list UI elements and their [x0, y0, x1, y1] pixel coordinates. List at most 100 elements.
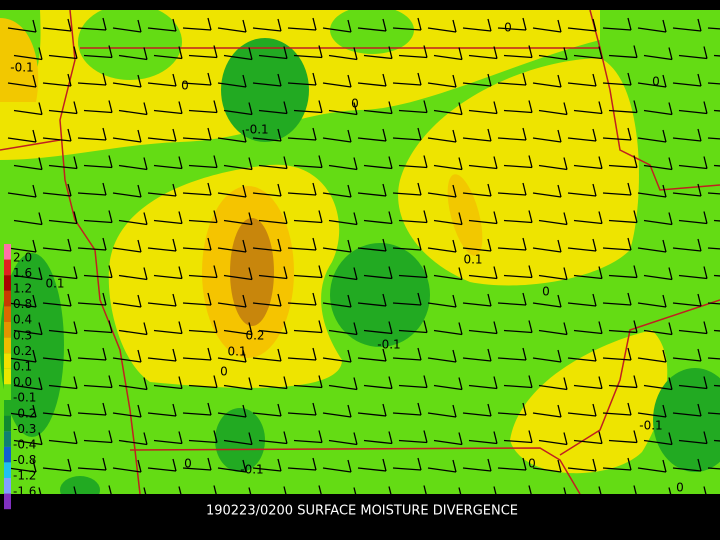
- wind-barb: [287, 292, 317, 306]
- wind-barb: [77, 347, 107, 361]
- contour-label: 0: [181, 79, 189, 93]
- wind-barb: [252, 73, 282, 87]
- region-negative: [330, 10, 414, 54]
- wind-barb: [322, 349, 352, 363]
- wind-barb: [433, 377, 463, 391]
- wind-barb: [363, 376, 393, 390]
- wind-barb: [13, 322, 43, 336]
- legend-label: -0.2: [13, 406, 36, 420]
- legend-label: 1.2: [13, 282, 32, 296]
- wind-barb: [398, 430, 428, 444]
- wind-barb: [468, 321, 498, 335]
- wind-barb: [573, 101, 603, 115]
- wind-barb: [398, 375, 428, 389]
- wind-barb: [7, 349, 37, 363]
- wind-barb: [147, 238, 177, 252]
- wind-barb: [293, 375, 323, 389]
- legend-label: 0.4: [13, 313, 32, 327]
- region-negative: [60, 476, 100, 494]
- wind-barb: [83, 430, 113, 444]
- legend-swatch: [4, 322, 11, 338]
- wind-barb: [7, 74, 37, 88]
- wind-barb: [528, 485, 532, 494]
- wind-barb: [223, 102, 253, 116]
- wind-barb: [287, 127, 317, 141]
- wind-barb: [153, 101, 183, 115]
- contour-label: 0.2: [245, 329, 264, 343]
- wind-barb: [713, 274, 720, 277]
- wind-barb: [112, 74, 142, 88]
- legend-label: 0.3: [13, 328, 32, 342]
- wind-barb: [153, 376, 183, 390]
- wind-barb: [112, 459, 142, 473]
- wind-barb: [458, 487, 462, 494]
- wind-barb: [643, 377, 673, 391]
- wind-barb: [188, 320, 218, 334]
- region-negative: [215, 408, 265, 472]
- wind-barb: [678, 46, 708, 60]
- wind-barb: [112, 404, 142, 418]
- wind-barb: [567, 183, 597, 197]
- contour-label: 0.1: [45, 277, 64, 291]
- wind-barb: [538, 102, 568, 116]
- legend-swatch: [4, 275, 11, 291]
- wind-barb: [147, 18, 177, 32]
- wind-barb: [42, 293, 72, 307]
- wind-barb: [637, 74, 667, 88]
- wind-barb: [608, 265, 638, 279]
- wind-barb: [643, 432, 673, 446]
- wind-barb: [182, 292, 212, 306]
- wind-barb: [363, 156, 393, 170]
- wind-barb: [398, 45, 428, 59]
- wind-barb: [83, 320, 113, 334]
- wind-barb: [213, 485, 217, 494]
- wind-barb: [112, 294, 142, 308]
- wind-barb: [532, 239, 562, 253]
- wind-barb: [48, 211, 78, 225]
- wind-barb: [48, 376, 78, 390]
- wind-barb: [388, 486, 392, 494]
- wind-barb: [468, 46, 498, 60]
- wind-barb: [602, 127, 632, 141]
- wind-barb: [678, 211, 708, 225]
- wind-barb: [13, 377, 43, 391]
- wind-barb: [427, 404, 457, 418]
- wind-barb: [637, 19, 667, 33]
- wind-barb: [573, 211, 603, 225]
- contour-label: 0: [652, 75, 660, 89]
- wind-barb: [118, 432, 148, 446]
- wind-barb: [707, 137, 720, 140]
- wind-barb: [392, 182, 422, 196]
- wind-barb: [532, 129, 562, 143]
- wind-barb: [83, 375, 113, 389]
- wind-barb: [153, 156, 183, 170]
- wind-barb: [503, 375, 533, 389]
- wind-barb: [258, 376, 288, 390]
- wind-barb: [357, 18, 387, 32]
- wind-barb: [42, 183, 72, 197]
- wind-barb: [637, 294, 667, 308]
- wind-barb: [147, 73, 177, 87]
- wind-barb: [672, 403, 702, 417]
- wind-barb: [602, 17, 632, 31]
- wind-barb: [112, 19, 142, 33]
- wind-barb: [147, 183, 177, 197]
- wind-barb: [538, 432, 568, 446]
- contour-label: 0: [184, 457, 192, 471]
- wind-barb: [707, 357, 720, 360]
- wind-barb: [398, 155, 428, 169]
- wind-barb: [713, 164, 720, 167]
- wind-barb: [497, 457, 527, 471]
- contour-label: -0.1: [639, 419, 662, 433]
- wind-barb: [608, 375, 638, 389]
- wind-barb: [707, 467, 720, 470]
- legend-swatch: [4, 368, 11, 385]
- wind-barb: [672, 128, 702, 142]
- wind-barb: [328, 377, 358, 391]
- legend-label: -2.0: [13, 500, 36, 514]
- wind-barb: [398, 265, 428, 279]
- wind-barb: [573, 46, 603, 60]
- wind-barb: [83, 100, 113, 114]
- region-negative: [221, 38, 309, 142]
- wind-barb: [672, 458, 702, 472]
